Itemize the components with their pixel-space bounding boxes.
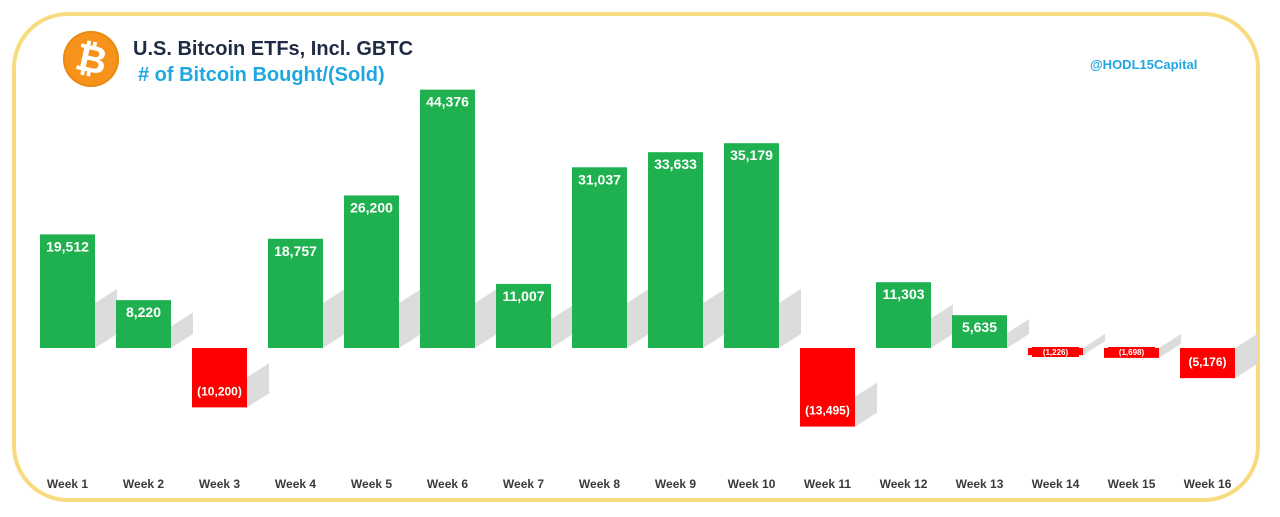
x-tick-label: Week 9 (655, 477, 696, 491)
x-tick-label: Week 15 (1108, 477, 1156, 491)
x-tick-label: Week 3 (199, 477, 240, 491)
x-tick-label: Week 8 (579, 477, 620, 491)
bar-shadow (171, 312, 193, 348)
bar-week-9 (648, 152, 703, 348)
data-labels: 19,512 8,220 (10,200) 18,757 26,200 44,376 11,… (46, 94, 1226, 418)
data-label: 33,633 (654, 156, 697, 172)
data-label: 31,037 (578, 171, 621, 187)
data-label: 18,757 (274, 243, 317, 259)
x-tick-label: Week 11 (804, 477, 851, 491)
bar-shadow (475, 289, 497, 348)
data-label: 35,179 (730, 147, 773, 163)
chart-title: U.S. Bitcoin ETFs, Incl. GBTC (133, 38, 414, 60)
chart-frame (12, 12, 1260, 502)
bar-week-16 (1180, 348, 1235, 379)
bar-shadow (1159, 334, 1181, 358)
bar-shadow (399, 289, 421, 348)
data-label: 5,635 (962, 319, 997, 335)
x-tick-label: Week 4 (275, 477, 316, 491)
data-label: (13,495) (805, 404, 850, 418)
x-tick-label: Week 1 (47, 477, 88, 491)
x-tick-label: Week 6 (427, 477, 468, 491)
x-tick-label: Week 10 (728, 477, 776, 491)
bar-week-8 (572, 167, 627, 348)
bar-shadow (247, 363, 269, 408)
data-label: (1,226) (1043, 348, 1069, 357)
x-tick-label: Week 2 (123, 477, 164, 491)
small-bar-label-tag (1108, 347, 1155, 357)
data-label: 19,512 (46, 238, 89, 254)
bar-shadow (95, 289, 117, 348)
data-label: 11,303 (882, 286, 924, 302)
bar-week-7 (496, 283, 551, 348)
bar-week-4 (268, 238, 323, 348)
bar-week-1 (40, 234, 95, 348)
bar-shadow (627, 289, 649, 348)
bar-week-2 (116, 300, 171, 348)
bar-shadow (779, 289, 801, 348)
bar-shadows (95, 289, 1257, 427)
x-tick-label: Week 16 (1184, 477, 1232, 491)
bar-shadow (551, 305, 573, 348)
bar-week-5 (344, 195, 399, 348)
bar-shadow (931, 304, 953, 348)
x-tick-label: Week 5 (351, 477, 392, 491)
bar-week-3 (192, 348, 247, 408)
data-label: (5,176) (1188, 355, 1226, 369)
small-bar-label-tag (1032, 347, 1079, 357)
bitcoin-logo-icon: ₿ (63, 31, 119, 87)
bar-shadow (1083, 334, 1105, 356)
data-label: 44,376 (426, 94, 469, 110)
data-label: 11,007 (502, 288, 544, 304)
bar-week-11 (800, 348, 855, 427)
author-handle: @HODL15Capital (1090, 57, 1198, 72)
x-tick-label: Week 7 (503, 477, 544, 491)
chart-subtitle: # of Bitcoin Bought/(Sold) (138, 64, 385, 86)
data-label: (1,698) (1119, 348, 1145, 357)
bar-week-6 (420, 89, 475, 349)
x-tick-label: Week 12 (880, 477, 928, 491)
data-label: (10,200) (197, 384, 242, 398)
bar-shadow (855, 382, 877, 427)
data-label: 26,200 (350, 199, 393, 215)
bar-week-12 (876, 282, 931, 348)
x-tick-label: Week 14 (1032, 477, 1080, 491)
bar-shadow (703, 289, 725, 348)
bar-week-13 (952, 315, 1007, 348)
bars (40, 89, 1235, 427)
data-label: 8,220 (126, 304, 161, 320)
bar-week-10 (724, 143, 779, 348)
bar-shadow (323, 289, 345, 348)
x-tick-labels: Week 1 Week 2 Week 3 Week 4 Week 5 Week 6 Week… (47, 477, 1232, 491)
x-tick-label: Week 13 (956, 477, 1004, 491)
bar-shadow (1007, 319, 1029, 348)
bar-shadow (1235, 334, 1257, 379)
